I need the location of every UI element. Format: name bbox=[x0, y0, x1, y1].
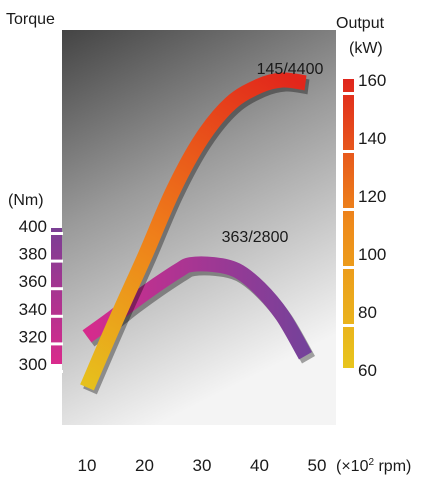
left-axis-title: Torque bbox=[6, 11, 55, 28]
left-bar-gap bbox=[50, 232, 63, 235]
left-axis-bar-separators bbox=[50, 232, 63, 373]
annotation-label: 145/4400 bbox=[257, 61, 324, 78]
left-axis-color-bar bbox=[51, 228, 62, 364]
series-output bbox=[80, 72, 310, 395]
x-tick-label: 30 bbox=[193, 456, 212, 475]
left-tick-label: 400 bbox=[19, 217, 47, 236]
right-axis-unit: (kW) bbox=[349, 40, 383, 57]
left-bar-gap bbox=[50, 370, 63, 373]
x-tick-label: 40 bbox=[250, 456, 269, 475]
left-tick-label: 320 bbox=[19, 327, 47, 346]
right-bar-gap bbox=[342, 150, 355, 153]
right-bar-gap bbox=[342, 208, 355, 211]
x-axis-ticks: 10 20 30 40 50 bbox=[78, 456, 327, 475]
right-bar-gap bbox=[342, 266, 355, 269]
x-tick-label: 50 bbox=[308, 456, 327, 475]
right-tick-label: 60 bbox=[358, 361, 377, 380]
x-tick-label: 10 bbox=[78, 456, 97, 475]
right-bar-gap bbox=[342, 324, 355, 327]
plot-background bbox=[62, 30, 336, 425]
right-axis-bar-separators bbox=[342, 92, 355, 385]
annotation-label: 363/2800 bbox=[222, 229, 289, 246]
x-tick-label: 20 bbox=[135, 456, 154, 475]
left-tick-label: 360 bbox=[19, 272, 47, 291]
left-bar-gap bbox=[50, 342, 63, 346]
left-axis-ticks: 300 320 340 360 380 400 bbox=[19, 217, 47, 374]
left-bar-gap bbox=[50, 314, 63, 318]
right-tick-label: 160 bbox=[358, 71, 386, 90]
right-bar-gap bbox=[342, 92, 355, 95]
right-tick-label: 120 bbox=[358, 187, 386, 206]
series-layer bbox=[80, 72, 316, 395]
x-axis-unit: (×102 rpm) bbox=[336, 457, 411, 475]
right-axis-ticks: 60 80 100 120 140 160 bbox=[358, 71, 386, 380]
right-axis-color-bar bbox=[343, 79, 354, 368]
series-output-line bbox=[80, 72, 307, 391]
left-bar-gap bbox=[50, 259, 63, 263]
right-axis-title: Output bbox=[336, 15, 385, 32]
left-bar-gap bbox=[50, 287, 63, 291]
left-axis-unit: (Nm) bbox=[8, 192, 44, 209]
left-tick-label: 300 bbox=[19, 355, 47, 374]
annotations: 145/4400 363/2800 bbox=[222, 61, 324, 246]
left-tick-label: 340 bbox=[19, 300, 47, 319]
right-bar-gap bbox=[342, 382, 355, 385]
left-tick-label: 380 bbox=[19, 245, 47, 264]
right-tick-label: 80 bbox=[358, 303, 377, 322]
right-tick-label: 140 bbox=[358, 129, 386, 148]
right-tick-label: 100 bbox=[358, 245, 386, 264]
